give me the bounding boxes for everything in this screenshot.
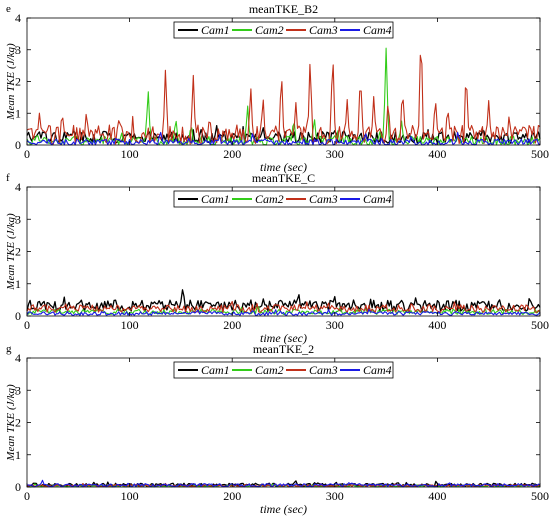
chart-title: meanTKE_2 xyxy=(253,342,314,356)
x-tick-label: 0 xyxy=(24,489,30,503)
x-tick-label: 400 xyxy=(428,489,446,503)
y-tick-label: 4 xyxy=(15,180,21,194)
legend-label-cam1: Cam1 xyxy=(201,192,230,206)
x-tick-label: 300 xyxy=(326,147,344,161)
x-tick-label: 500 xyxy=(531,489,549,503)
y-tick-label: 1 xyxy=(15,277,21,291)
legend-label-cam4: Cam4 xyxy=(363,23,392,37)
legend-box xyxy=(173,21,394,39)
y-tick-label: 1 xyxy=(15,106,21,120)
y-tick-label: 2 xyxy=(15,75,21,89)
y-tick-label: 0 xyxy=(15,480,21,494)
legend-label-cam3: Cam3 xyxy=(309,192,338,206)
y-tick-label: 2 xyxy=(15,245,21,259)
series-line-cam3 xyxy=(26,300,541,313)
x-tick-label: 100 xyxy=(121,318,139,332)
series-line-cam4 xyxy=(26,131,541,146)
legend: Cam1 Cam2 Cam3 Cam4 xyxy=(173,190,394,208)
chart-title: meanTKE_C xyxy=(252,171,315,185)
x-tick-label: 0 xyxy=(24,147,30,161)
legend-label-cam3: Cam3 xyxy=(309,23,338,37)
y-tick-label: 1 xyxy=(15,448,21,462)
y-axis-label: Mean TKE (J/kg) xyxy=(5,213,17,291)
y-axis-label: Mean TKE (J/kg) xyxy=(5,43,17,121)
legend-label-cam2: Cam2 xyxy=(255,363,284,377)
series-group xyxy=(26,289,541,317)
x-tick-label: 200 xyxy=(223,147,241,161)
series-group xyxy=(26,47,541,146)
y-tick-label: 4 xyxy=(15,351,21,365)
y-tick-label: 0 xyxy=(15,309,21,323)
legend-label-cam1: Cam1 xyxy=(201,23,230,37)
x-tick-label: 200 xyxy=(223,318,241,332)
y-tick-label: 4 xyxy=(15,11,21,25)
series-line-cam4 xyxy=(26,309,541,317)
legend-label-cam1: Cam1 xyxy=(201,363,230,377)
panel-letter: g xyxy=(6,343,12,355)
y-tick-label: 3 xyxy=(15,383,21,397)
x-axis-label: time (sec) xyxy=(260,160,307,174)
y-tick-label: 3 xyxy=(15,212,21,226)
panel-letter: e xyxy=(6,3,11,15)
series-line-cam3 xyxy=(26,54,541,145)
legend-label-cam4: Cam4 xyxy=(363,192,392,206)
y-tick-label: 0 xyxy=(15,138,21,152)
legend: Cam1 Cam2 Cam3 Cam4 xyxy=(173,21,394,39)
legend-label-cam2: Cam2 xyxy=(255,192,284,206)
x-tick-label: 500 xyxy=(531,318,549,332)
x-tick-label: 300 xyxy=(326,489,344,503)
y-tick-label: 3 xyxy=(15,43,21,57)
x-tick-label: 200 xyxy=(223,489,241,503)
legend-box xyxy=(173,190,394,208)
series-group xyxy=(26,479,541,488)
chart-title: meanTKE_B2 xyxy=(249,2,318,16)
legend-label-cam2: Cam2 xyxy=(255,23,284,37)
x-axis-label: time (sec) xyxy=(260,331,307,345)
legend: Cam1 Cam2 Cam3 Cam4 xyxy=(173,361,394,379)
legend-label-cam3: Cam3 xyxy=(309,363,338,377)
x-axis-label: time (sec) xyxy=(260,502,307,516)
x-tick-label: 400 xyxy=(428,318,446,332)
legend-label-cam4: Cam4 xyxy=(363,363,392,377)
x-tick-label: 400 xyxy=(428,147,446,161)
x-tick-label: 100 xyxy=(121,147,139,161)
x-tick-label: 500 xyxy=(531,147,549,161)
y-axis-label: Mean TKE (J/kg) xyxy=(5,384,17,462)
y-tick-label: 2 xyxy=(15,416,21,430)
x-tick-label: 100 xyxy=(121,489,139,503)
x-tick-label: 300 xyxy=(326,318,344,332)
panel-letter: f xyxy=(6,172,10,184)
legend-box xyxy=(173,361,394,379)
x-tick-label: 0 xyxy=(24,318,30,332)
